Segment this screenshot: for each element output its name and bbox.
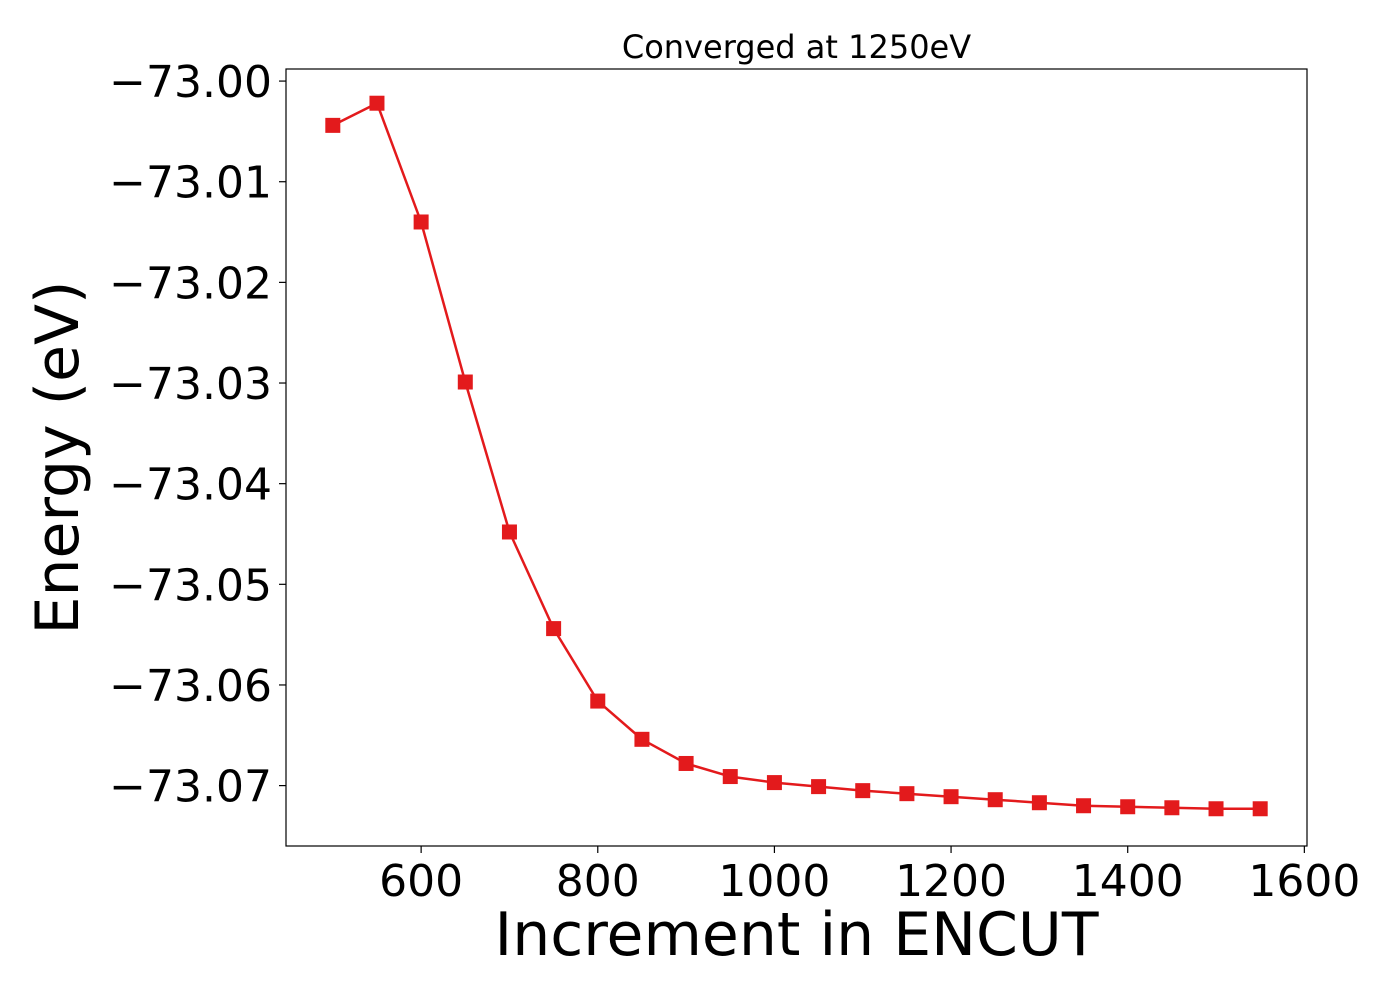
data-point [899, 786, 915, 802]
data-point [1076, 798, 1092, 814]
data-point [1164, 800, 1180, 816]
data-point [457, 374, 473, 390]
y-tick-label: −73.05 [109, 560, 272, 611]
y-axis-ticks: −73.00 −73.01 −73.02 −73.03 −73.04 −73.05 −73.… [109, 57, 286, 813]
data-point [590, 693, 606, 709]
y-tick-label: −73.07 [109, 762, 272, 813]
y-axis-label: Energy (eV) [23, 281, 93, 635]
data-point [766, 775, 782, 791]
data-point [546, 621, 562, 637]
data-point [1031, 795, 1047, 811]
x-axis-label: Increment in ENCUT [495, 900, 1099, 970]
data-point [325, 117, 341, 133]
data-point [634, 731, 650, 747]
data-point [855, 783, 871, 799]
x-tick-label: 1600 [1248, 856, 1360, 907]
data-point [1208, 801, 1224, 817]
y-tick-label: −73.00 [109, 57, 272, 108]
data-point [369, 95, 385, 111]
plot-frame [285, 68, 1308, 847]
y-tick-label: −73.01 [109, 158, 272, 209]
x-tick-label: 800 [556, 856, 640, 907]
chart-title: Converged at 1250eV [622, 28, 971, 66]
x-tick-label: 1400 [1072, 856, 1184, 907]
plot-series [325, 95, 1268, 817]
x-axis-ticks: 600 800 1000 1200 1400 1600 [379, 846, 1360, 907]
data-point [722, 769, 738, 785]
x-tick-label: 600 [379, 856, 463, 907]
data-point [501, 524, 517, 540]
data-point [1120, 799, 1136, 815]
data-point [811, 779, 827, 795]
data-point [943, 789, 959, 805]
data-point [678, 755, 694, 771]
y-tick-label: −73.06 [109, 661, 272, 712]
data-point [1252, 801, 1268, 817]
x-tick-label: 1200 [895, 856, 1007, 907]
y-tick-label: −73.04 [109, 460, 272, 511]
series-line [332, 101, 1261, 811]
data-point [413, 214, 429, 230]
y-tick-label: −73.03 [109, 359, 272, 410]
data-point [987, 792, 1003, 808]
x-tick-label: 1000 [718, 856, 830, 907]
y-tick-label: −73.02 [109, 258, 272, 309]
